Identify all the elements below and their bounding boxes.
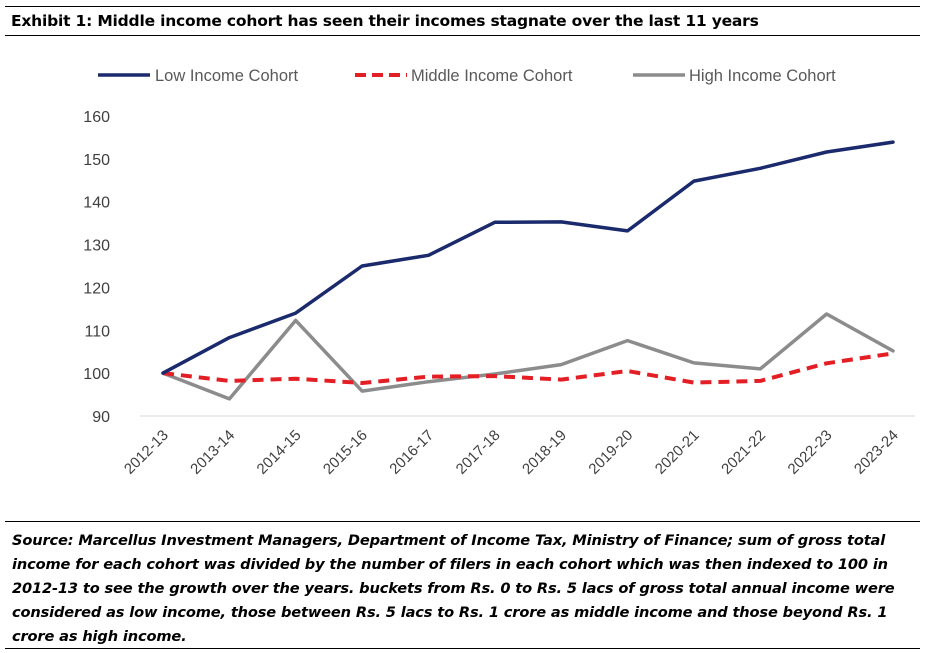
x-tick-label: 2013-14: [187, 427, 238, 478]
x-tick-label: 2023-24: [851, 427, 902, 478]
y-tick-label: 150: [83, 152, 110, 169]
y-tick-label: 100: [83, 366, 110, 383]
x-tick-label: 2014-15: [254, 427, 305, 478]
legend-label: High Income Cohort: [689, 67, 836, 85]
y-tick-label: 140: [83, 195, 110, 212]
legend-label: Middle Income Cohort: [411, 67, 573, 85]
series-line-middle-income-cohort: [162, 351, 894, 385]
x-tick-label: 2017-18: [453, 427, 504, 478]
chart-legend: Low Income Cohort Middle Income Cohort Hig…: [98, 67, 836, 85]
x-tick-label: 2019-20: [585, 427, 636, 478]
x-axis: 2012-13 2013-14 2014-15 2015-16 2016-17 2017-…: [121, 415, 915, 478]
y-tick-label: 110: [84, 323, 110, 340]
x-tick-label: 2020-21: [652, 427, 703, 478]
series-line-high-income-cohort: [161, 312, 895, 401]
x-tick-label: 2021-22: [718, 427, 769, 478]
chart-series: [161, 140, 895, 401]
exhibit-title-bar: Exhibit 1: Middle income cohort has seen…: [5, 6, 920, 36]
y-axis: 90 100 110 120 130 140 150 160: [83, 109, 110, 426]
line-chart: Low Income Cohort Middle Income Cohort Hig…: [83, 67, 915, 478]
series-line-low-income-cohort: [161, 140, 895, 375]
x-tick-label: 2022-23: [785, 427, 836, 478]
y-tick-label: 160: [83, 109, 110, 126]
y-tick-label: 130: [83, 238, 110, 255]
exhibit-title: Exhibit 1: Middle income cohort has seen…: [11, 12, 759, 30]
source-note-box: Source: Marcellus Investment Managers, D…: [5, 521, 920, 649]
x-tick-label: 2016-17: [386, 427, 437, 478]
legend-label: Low Income Cohort: [155, 67, 298, 85]
x-tick-label: 2018-19: [519, 427, 570, 478]
y-tick-label: 90: [92, 409, 110, 426]
y-tick-label: 120: [83, 280, 110, 297]
x-tick-label: 2012-13: [121, 427, 172, 478]
x-tick-label: 2015-16: [320, 427, 371, 478]
source-note: Source: Marcellus Investment Managers, D…: [12, 532, 895, 645]
